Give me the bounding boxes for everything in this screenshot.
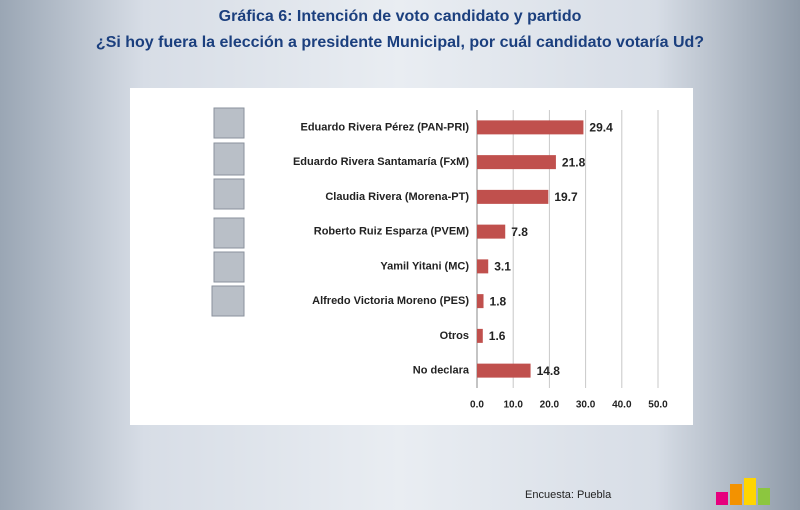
source-note: Encuesta: Puebla xyxy=(525,489,612,501)
category-label: Roberto Ruiz Esparza (PVEM) xyxy=(314,226,470,238)
logo-block xyxy=(744,478,756,505)
value-label: 19.7 xyxy=(554,190,578,204)
logo-block xyxy=(758,488,770,505)
photo xyxy=(213,142,245,176)
x-tick-label: 30.0 xyxy=(576,400,596,411)
category-label: Eduardo Rivera Pérez (PAN-PRI) xyxy=(300,121,469,133)
logo-block xyxy=(716,492,728,505)
value-label: 3.1 xyxy=(494,260,511,274)
x-tick-label: 0.0 xyxy=(470,400,484,411)
category-label: Alfredo Victoria Moreno (PES) xyxy=(312,295,469,307)
value-label: 14.8 xyxy=(537,364,561,378)
photo xyxy=(213,217,245,249)
photo xyxy=(211,285,245,317)
bar xyxy=(477,224,506,239)
photo xyxy=(213,107,245,139)
category-label: Claudia Rivera (Morena-PT) xyxy=(325,191,469,203)
chart-title: Gráfica 6: Intención de voto candidato y… xyxy=(219,8,582,25)
x-tick-label: 50.0 xyxy=(648,400,668,411)
x-tick-label: 40.0 xyxy=(612,400,632,411)
photo xyxy=(213,178,245,210)
photo xyxy=(213,251,245,283)
photos xyxy=(211,107,245,317)
bar xyxy=(477,155,556,170)
category-label: Eduardo Rivera Santamaría (FxM) xyxy=(293,156,469,168)
category-label: Otros xyxy=(440,330,469,342)
bar xyxy=(477,120,584,135)
logo-block xyxy=(730,484,742,505)
bar xyxy=(477,189,549,204)
bar xyxy=(477,328,483,343)
value-label: 29.4 xyxy=(589,121,613,135)
value-label: 1.6 xyxy=(489,329,506,343)
category-label: No declara xyxy=(413,365,470,377)
x-tick-label: 10.0 xyxy=(503,400,523,411)
bar xyxy=(477,259,489,274)
bar xyxy=(477,294,484,309)
logo xyxy=(716,478,770,505)
chart-subtitle: ¿Si hoy fuera la elección a presidente M… xyxy=(96,34,704,51)
value-label: 1.8 xyxy=(490,294,507,308)
category-label: Yamil Yitani (MC) xyxy=(380,260,469,272)
value-label: 7.8 xyxy=(511,225,528,239)
value-label: 21.8 xyxy=(562,155,586,169)
x-tick-label: 20.0 xyxy=(540,400,560,411)
bar xyxy=(477,363,531,378)
